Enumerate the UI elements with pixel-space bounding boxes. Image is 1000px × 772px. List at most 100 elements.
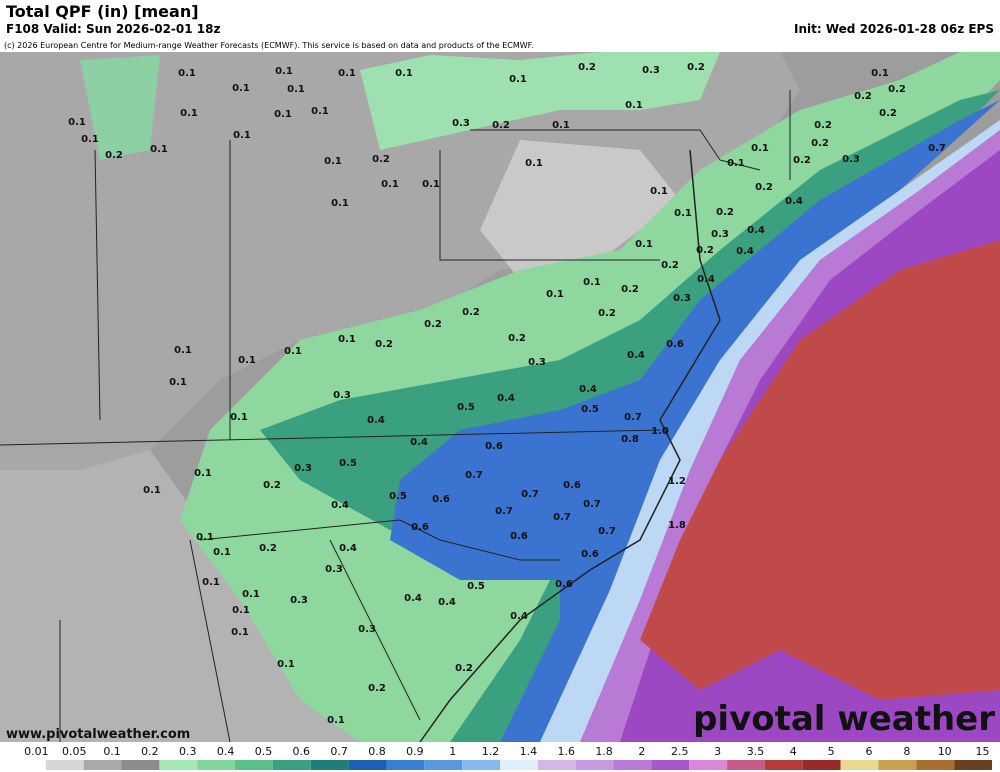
credit: (c) 2026 European Centre for Medium-rang… bbox=[4, 41, 534, 50]
qpf-label: 0.5 bbox=[581, 404, 599, 415]
qpf-label: 0.2 bbox=[621, 284, 639, 295]
qpf-label: 0.2 bbox=[811, 138, 829, 149]
legend-swatch bbox=[424, 760, 463, 770]
legend-swatch bbox=[651, 760, 690, 770]
qpf-label: 0.5 bbox=[457, 402, 475, 413]
qpf-label: 0.1 bbox=[287, 84, 305, 95]
qpf-label: 0.4 bbox=[697, 274, 715, 285]
legend-label: 0.8 bbox=[368, 745, 386, 758]
qpf-label: 0.1 bbox=[277, 659, 295, 670]
qpf-label: 0.1 bbox=[68, 117, 86, 128]
legend-label: 0.2 bbox=[141, 745, 159, 758]
legend-swatch bbox=[840, 760, 879, 770]
legend-label: 6 bbox=[866, 745, 873, 758]
legend-label: 2 bbox=[638, 745, 645, 758]
qpf-label: 0.1 bbox=[327, 715, 345, 726]
qpf-label: 0.2 bbox=[755, 182, 773, 193]
qpf-label: 0.7 bbox=[583, 499, 601, 510]
qpf-label: 0.2 bbox=[716, 207, 734, 218]
legend-swatch bbox=[916, 760, 955, 770]
qpf-label: 0.1 bbox=[233, 130, 251, 141]
blue-area bbox=[390, 100, 1000, 742]
borders bbox=[0, 90, 791, 743]
qpf-label: 0.7 bbox=[553, 512, 571, 523]
qpf-label: 0.4 bbox=[510, 611, 528, 622]
qpf-label: 0.2 bbox=[462, 307, 480, 318]
qpf-label: 1.8 bbox=[668, 520, 686, 531]
qpf-label: 0.5 bbox=[467, 581, 485, 592]
qpf-label: 0.5 bbox=[389, 491, 407, 502]
qpf-label: 0.1 bbox=[196, 532, 214, 543]
legend-label: 4 bbox=[790, 745, 797, 758]
legend-swatch bbox=[197, 760, 236, 770]
legend-label: 0.01 bbox=[24, 745, 49, 758]
qpf-label: 0.4 bbox=[438, 597, 456, 608]
qpf-label: 0.1 bbox=[178, 68, 196, 79]
qpf-label: 0.1 bbox=[231, 627, 249, 638]
qpf-label: 0.3 bbox=[333, 390, 351, 401]
legend-label: 0.3 bbox=[179, 745, 197, 758]
qpf-label: 0.4 bbox=[410, 437, 428, 448]
qpf-label: 0.1 bbox=[324, 156, 342, 167]
legend-swatch bbox=[500, 760, 538, 770]
legend-swatch bbox=[537, 760, 576, 770]
qpf-label: 0.1 bbox=[331, 198, 349, 209]
qpf-label: 0.3 bbox=[673, 293, 691, 304]
legend-swatch bbox=[575, 760, 614, 770]
qpf-label: 0.1 bbox=[202, 577, 220, 588]
qpf-label: 0.4 bbox=[497, 393, 515, 404]
qpf-label: 0.1 bbox=[546, 289, 564, 300]
qpf-label: 0.4 bbox=[367, 415, 385, 426]
qpf-label: 0.2 bbox=[105, 150, 123, 161]
qpf-label: 0.1 bbox=[381, 179, 399, 190]
legend-label: 0.9 bbox=[406, 745, 424, 758]
qpf-label: 0.1 bbox=[174, 345, 192, 356]
qpf-label: 0.6 bbox=[581, 549, 599, 560]
valid-time: F108 Valid: Sun 2026-02-01 18z bbox=[6, 22, 221, 36]
legend-label: 10 bbox=[938, 745, 952, 758]
qpf-label: 0.3 bbox=[452, 118, 470, 129]
legend-label: 1.6 bbox=[557, 745, 575, 758]
legend-label: 0.05 bbox=[62, 745, 87, 758]
qpf-label: 0.2 bbox=[455, 663, 473, 674]
qpf-label: 0.2 bbox=[508, 333, 526, 344]
qpf-label: 0.2 bbox=[814, 120, 832, 131]
map-labels: 0.1 0.1 0.1 0.1 0.1 0.1 0.1 0.1 0.1 0.1 0.2 0.1 0.1 0… bbox=[68, 62, 946, 726]
qpf-label: 0.6 bbox=[563, 480, 581, 491]
qpf-label: 0.4 bbox=[785, 196, 803, 207]
legend-label: 15 bbox=[976, 745, 990, 758]
legend-label: 0.1 bbox=[103, 745, 121, 758]
qpf-label: 0.3 bbox=[294, 463, 312, 474]
qpf-label: 0.6 bbox=[432, 494, 450, 505]
qpf-label: 0.1 bbox=[509, 74, 527, 85]
purple-area bbox=[580, 130, 1000, 742]
qpf-label: 0.7 bbox=[465, 470, 483, 481]
legend: 0.01 0.05 0.1 0.2 0.3 0.4 0.5 0.6 0.7 0.8 0.9 1 1.2 1… bbox=[0, 742, 1000, 772]
qpf-label: 0.3 bbox=[290, 595, 308, 606]
qpf-label: 0.2 bbox=[375, 339, 393, 350]
qpf-label: 0.2 bbox=[854, 91, 872, 102]
qpf-label: 0.1 bbox=[422, 179, 440, 190]
qpf-label: 0.1 bbox=[338, 334, 356, 345]
qpf-label: 0.2 bbox=[696, 245, 714, 256]
qpf-label: 0.3 bbox=[325, 564, 343, 575]
legend-swatch bbox=[727, 760, 765, 770]
legend-label: 1 bbox=[449, 745, 456, 758]
qpf-label: 0.2 bbox=[259, 543, 277, 554]
qpf-label: 0.1 bbox=[871, 68, 889, 79]
red-area bbox=[640, 240, 1000, 700]
qpf-label: 0.1 bbox=[635, 239, 653, 250]
qpf-label: 0.4 bbox=[736, 246, 754, 257]
qpf-label: 0.7 bbox=[521, 489, 539, 500]
qpf-label: 0.4 bbox=[747, 225, 765, 236]
legend-swatch bbox=[462, 760, 500, 770]
legend-swatch bbox=[272, 760, 311, 770]
legend-swatch bbox=[159, 760, 198, 770]
qpf-label: 0.2 bbox=[578, 62, 596, 73]
qpf-label: 0.1 bbox=[150, 144, 168, 155]
qpf-label: 0.2 bbox=[368, 683, 386, 694]
qpf-label: 0.2 bbox=[793, 155, 811, 166]
qpf-label: 0.2 bbox=[263, 480, 281, 491]
legend-swatch bbox=[235, 760, 273, 770]
